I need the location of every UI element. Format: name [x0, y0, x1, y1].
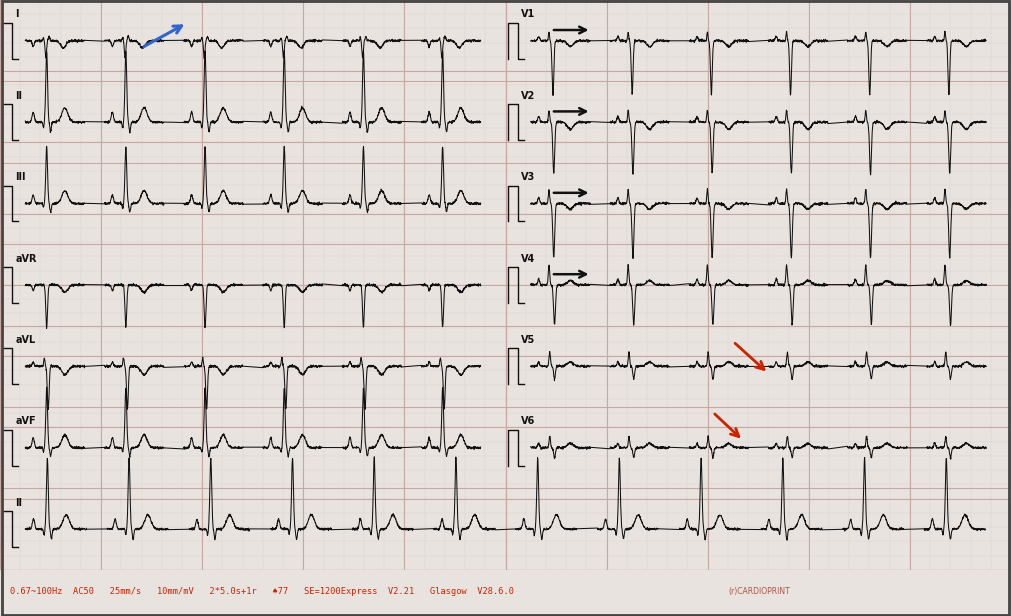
- Text: V2: V2: [521, 91, 535, 101]
- Text: aVL: aVL: [15, 335, 35, 345]
- Text: III: III: [15, 172, 25, 182]
- Text: V4: V4: [521, 254, 535, 264]
- Text: V3: V3: [521, 172, 535, 182]
- Text: aVF: aVF: [15, 416, 35, 426]
- Text: V5: V5: [521, 335, 535, 345]
- Text: II: II: [15, 498, 22, 508]
- Text: (r)CARDIOPRINT: (r)CARDIOPRINT: [728, 587, 790, 596]
- Text: V1: V1: [521, 9, 535, 19]
- Text: II: II: [15, 91, 22, 101]
- Text: I: I: [15, 9, 18, 19]
- Text: aVR: aVR: [15, 254, 36, 264]
- Text: V6: V6: [521, 416, 535, 426]
- Text: 0.67~100Hz  AC50   25mm/s   10mm/mV   2*5.0s+1r   ♠77   SE=1200Express  V2.21   : 0.67~100Hz AC50 25mm/s 10mm/mV 2*5.0s+1r…: [10, 587, 515, 596]
